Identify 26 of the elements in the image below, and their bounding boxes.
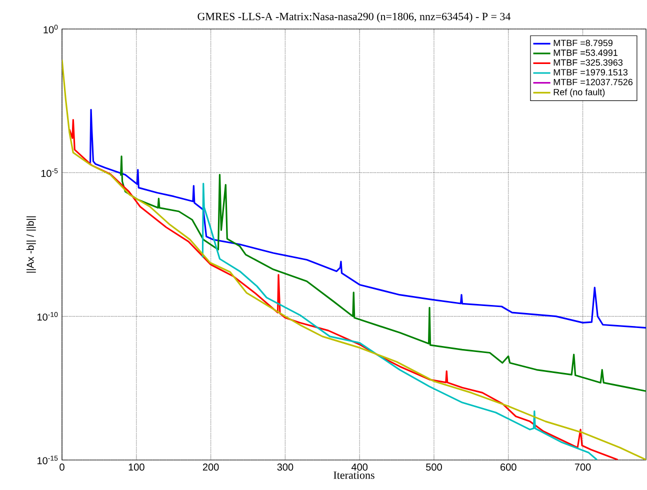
y-tick-label: 10$^{-15}$: [37, 456, 58, 464]
y-axis-title: ||Ax -b|| / ||b||: [26, 216, 36, 273]
y-tick-label: 10$^{-5}$: [41, 168, 58, 177]
x-tick-label: 500: [426, 464, 442, 471]
x-tick-label: 100: [128, 464, 144, 471]
x-tick-label: 200: [202, 464, 219, 471]
legend-label: MTBF =12037.7526: [554, 78, 633, 86]
line-series: [89, 108, 646, 329]
x-tick-label: 300: [277, 464, 294, 471]
line-series: [68, 119, 619, 460]
line-series: [62, 58, 646, 460]
x-axis-title: Iterations: [334, 471, 374, 479]
line-series: [202, 182, 598, 460]
x-tick-label: 400: [351, 464, 368, 471]
legend-label: MTBF =1979.1513: [554, 69, 628, 76]
legend-label: MTBF =325.3963: [554, 59, 623, 66]
x-tick-label: 0: [60, 464, 64, 471]
chart-title: GMRES -LLS-A -Matrix:Nasa-nasa290 (n=1806, nnz=63454) - P = 34: [198, 12, 511, 22]
x-tick-label: 700: [574, 464, 591, 471]
line-series: [120, 156, 646, 392]
x-tick-label: 600: [500, 464, 516, 471]
y-tick-label: 10$^{0}$: [44, 24, 58, 34]
y-tick-label: 10$^{-10}$: [37, 312, 58, 321]
legend-label: Ref (no fault): [554, 88, 605, 98]
legend-label: MTBF =53.4991: [554, 50, 618, 56]
legend-label: MTBF =8.7959: [554, 40, 612, 46]
